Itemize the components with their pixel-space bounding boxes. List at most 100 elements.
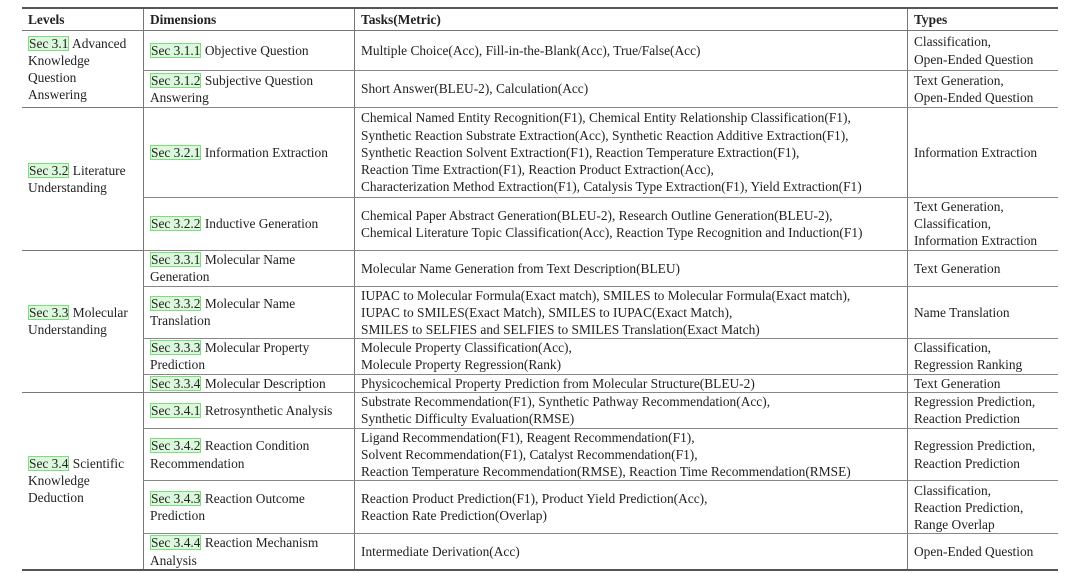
section-link[interactable]: Sec 3.1.1 (150, 42, 202, 58)
types-cell: Classification, Regression Ranking (907, 338, 1058, 375)
task-line: Substrate Recommendation(F1), Synthetic … (361, 394, 771, 410)
table-row: Sec 3.4.3 Reaction Outcome Prediction Rea… (22, 480, 1058, 535)
section-link[interactable]: Sec 3.4 (28, 456, 70, 472)
types-cell: Open-Ended Question (907, 533, 1058, 571)
type-line: Open-Ended Question (914, 51, 1034, 67)
section-name: Retrosynthetic Analysis (204, 402, 333, 418)
dimension-cell: Sec 3.2.1 Information Extraction (143, 107, 355, 198)
table-row: Sec 3.1.2 Subjective Question Answering S… (22, 70, 1058, 108)
section-link[interactable]: Sec 3.1 (28, 35, 70, 51)
tasks-cell: Reaction Product Prediction(F1), Product… (354, 480, 908, 535)
section-link[interactable]: Sec 3.3.1 (150, 251, 202, 267)
task-line: Molecule Property Regression(Rank) (361, 357, 562, 373)
tasks-cell: Physicochemical Property Prediction from… (354, 374, 908, 393)
task-line: Molecule Property Classification(Acc), (361, 340, 572, 356)
dimension-cell: Sec 3.3.4 Molecular Description (143, 374, 355, 393)
level-cell: Sec 3.3 Molecular Understanding (22, 250, 144, 393)
section-link[interactable]: Sec 3.3.2 (150, 296, 202, 312)
type-line: Text Generation (914, 375, 1001, 391)
types-cell: Name Translation (907, 286, 1058, 340)
section-name: Molecular Name Translation (150, 296, 296, 329)
type-line: Reaction Prediction (914, 411, 1020, 427)
section-link[interactable]: Sec 3.1.2 (150, 72, 202, 88)
task-line: Chemical Literature Topic Classification… (361, 224, 863, 240)
header-levels: Levels (22, 8, 144, 31)
section-link[interactable]: Sec 3.4.4 (150, 535, 202, 551)
task-line: Synthetic Difficulty Evaluation(RMSE) (361, 411, 575, 427)
dimension-cell: Sec 3.3.3 Molecular Property Prediction (143, 338, 355, 375)
type-line: Reaction Prediction (914, 455, 1020, 471)
tasks-cell: Chemical Named Entity Recognition(F1), C… (354, 107, 908, 198)
tasks-cell: Chemical Paper Abstract Generation(BLEU-… (354, 197, 908, 251)
task-line: IUPAC to SMILES(Exact Match), SMILES to … (361, 304, 733, 320)
task-line: Reaction Temperature Recommendation(RMSE… (361, 464, 851, 480)
header-types: Types (907, 8, 1058, 31)
tasks-cell: Intermediate Derivation(Acc) (354, 533, 908, 571)
section-name: Reaction Outcome Prediction (150, 491, 305, 524)
section-link[interactable]: Sec 3.2.1 (150, 144, 202, 160)
benchmark-table: Levels Dimensions Tasks(Metric) Types Se… (22, 7, 1058, 571)
tasks-cell: Molecule Property Classification(Acc), Mo… (354, 338, 908, 375)
task-line: Chemical Named Entity Recognition(F1), C… (361, 110, 851, 126)
header-row: Levels Dimensions Tasks(Metric) Types (22, 8, 1058, 31)
table-row: Sec 3.4 Scientific Knowledge Deduction Se… (22, 392, 1058, 571)
type-line: Classification, (914, 34, 991, 50)
dimension-cell: Sec 3.4.2 Reaction Condition Recommendat… (143, 428, 355, 482)
task-line: Molecular Name Generation from Text Desc… (361, 260, 680, 276)
section-link[interactable]: Sec 3.3.3 (150, 340, 202, 356)
section-name: Molecular Understanding (28, 305, 128, 338)
task-line: Synthetic Reaction Substrate Extraction(… (361, 127, 849, 143)
tasks-cell: Substrate Recommendation(F1), Synthetic … (354, 392, 908, 429)
type-line: Classification, (914, 482, 991, 498)
dimension-cell: Sec 3.4.1 Retrosynthetic Analysis (143, 392, 355, 429)
types-cell: Text Generation, Classification, Informati… (907, 197, 1058, 251)
section-link[interactable]: Sec 3.2.2 (150, 216, 202, 232)
table-row: Sec 3.1 Advanced Knowledge Question Answ… (22, 30, 1058, 108)
section-name: Molecular Name Generation (150, 251, 296, 285)
tasks-cell: Short Answer(BLEU-2), Calculation(Acc) (354, 70, 908, 108)
type-line: Open-Ended Question (914, 544, 1034, 560)
header-dimensions: Dimensions (143, 8, 355, 31)
task-line: Reaction Time Extraction(F1), Reaction P… (361, 162, 714, 178)
type-line: Text Generation, (914, 199, 1004, 214)
section-name: Inductive Generation (204, 216, 319, 232)
section-name: Subjective Question Answering (150, 72, 314, 105)
type-line: Classification, (914, 340, 991, 356)
section-link[interactable]: Sec 3.3.4 (150, 375, 202, 391)
tasks-cell: Multiple Choice(Acc), Fill-in-the-Blank(… (354, 30, 908, 71)
section-link[interactable]: Sec 3.2 (28, 162, 70, 178)
section-link[interactable]: Sec 3.4.3 (150, 491, 202, 507)
task-line: Physicochemical Property Prediction from… (361, 375, 755, 391)
table-row: Sec 3.3.4 Molecular Description Physicoch… (22, 374, 1058, 393)
table-row: Sec 3.4.2 Reaction Condition Recommendat… (22, 428, 1058, 482)
table-row: Sec 3.3.2 Molecular Name Translation IUPA… (22, 286, 1058, 340)
tasks-cell: Ligand Recommendation(F1), Reagent Recom… (354, 428, 908, 482)
section-name: Molecular Property Prediction (150, 340, 310, 373)
section-name: Reaction Condition Recommendation (150, 438, 310, 471)
section-name: Objective Question (204, 42, 309, 58)
type-line: Text Generation (914, 260, 1001, 276)
type-line: Information Extraction (914, 144, 1038, 160)
section-name: Scientific Knowledge Deduction (28, 456, 125, 506)
task-line: Characterization Method Extraction(F1), … (361, 179, 862, 195)
type-line: Regression Ranking (914, 357, 1023, 373)
types-cell: Text Generation (907, 250, 1058, 287)
tasks-cell: IUPAC to Molecular Formula(Exact match),… (354, 286, 908, 340)
table-row: Sec 3.3.3 Molecular Property Prediction M… (22, 338, 1058, 375)
dimension-cell: Sec 3.4.4 Reaction Mechanism Analysis (143, 533, 355, 571)
level-cell: Sec 3.2 Literature Understanding (22, 107, 144, 251)
dimension-cell: Sec 3.4.3 Reaction Outcome Prediction (143, 480, 355, 535)
section-name: Literature Understanding (28, 162, 126, 195)
section-link[interactable]: Sec 3.4.1 (150, 402, 202, 418)
section-link[interactable]: Sec 3.4.2 (150, 438, 202, 454)
dimension-cell: Sec 3.2.2 Inductive Generation (143, 197, 355, 251)
task-line: Intermediate Derivation(Acc) (361, 544, 520, 560)
type-line: Text Generation, (914, 72, 1004, 88)
tasks-cell: Molecular Name Generation from Text Desc… (354, 250, 908, 287)
table-row: Sec 3.2 Literature Understanding Sec 3.2.… (22, 107, 1058, 251)
level-cell: Sec 3.4 Scientific Knowledge Deduction (22, 392, 144, 571)
type-line: Classification, (914, 216, 991, 232)
section-link[interactable]: Sec 3.3 (28, 305, 70, 321)
task-line: Synthetic Reaction Solvent Extraction(F1… (361, 144, 800, 160)
types-cell: Text Generation (907, 374, 1058, 393)
